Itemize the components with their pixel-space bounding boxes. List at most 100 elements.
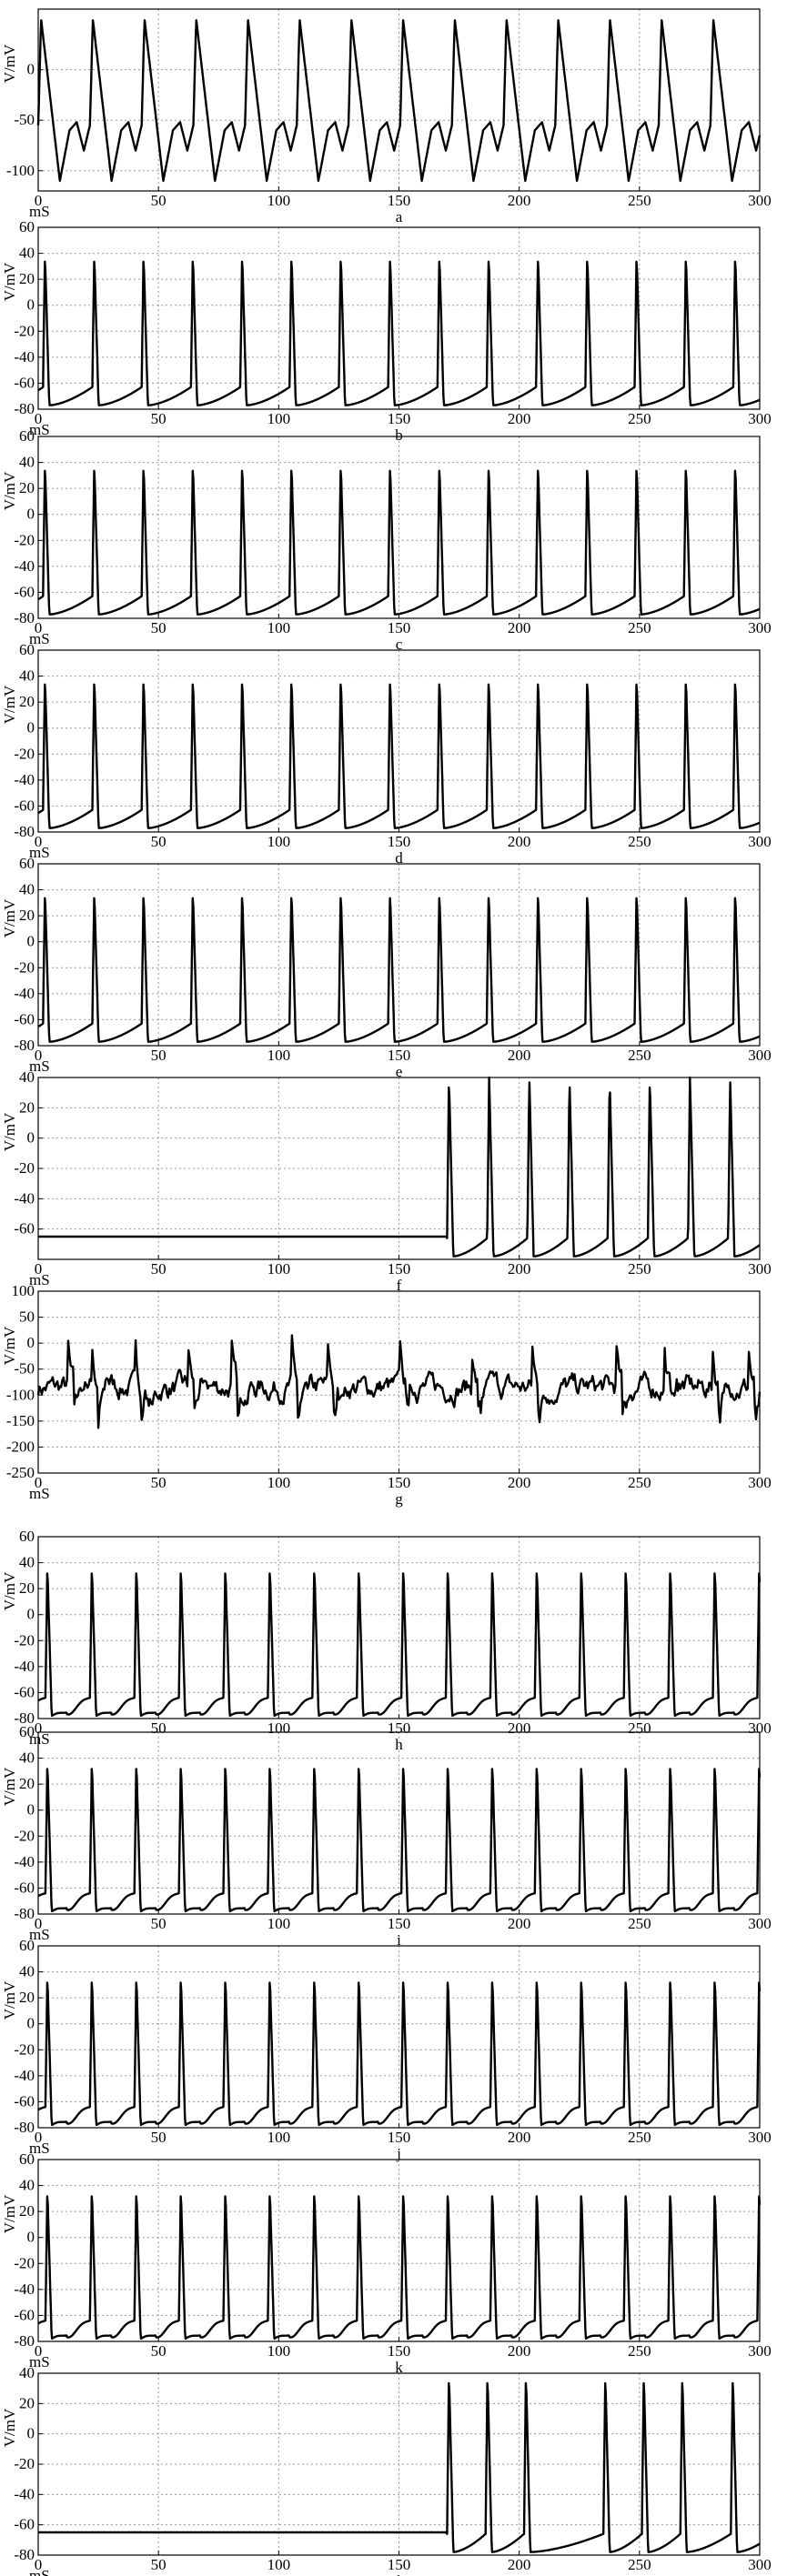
x-tick-label: 150: [388, 1719, 411, 1737]
x-axis-label: mS: [29, 1730, 50, 1748]
x-tick-label: 0: [35, 1915, 43, 1932]
x-tick-label: 200: [508, 1474, 531, 1491]
x-tick-label: 250: [628, 2129, 651, 2146]
y-tick-label: -200: [6, 1438, 35, 1455]
x-tick-label: 150: [388, 192, 411, 209]
panel-h: 0 50 100 150 200 250 300-80-60-40-200204060V/m…: [1, 1528, 772, 1753]
y-tick-label: 40: [19, 1749, 35, 1767]
y-axis-label: V/mV: [1, 1326, 18, 1365]
y-tick-label: 0: [27, 1334, 35, 1351]
y-tick-label: 0: [27, 506, 35, 523]
y-tick-label: -40: [14, 557, 35, 575]
x-tick-label: 250: [628, 1474, 651, 1491]
x-tick-label: 0: [35, 410, 43, 427]
y-axis-label: V/mV: [1, 1571, 18, 1610]
panel-label: c: [396, 636, 403, 653]
x-tick-label: 0: [35, 833, 43, 850]
x-tick-label: 300: [748, 2129, 772, 2146]
panel-l: 0 50 100 150 200 250 300 -80 -60 -40 -20 0 20 40 V/mV m…: [1, 2364, 772, 2576]
x-tick-label: 100: [267, 833, 291, 850]
x-axis-label: mS: [29, 2140, 50, 2157]
panel-b: 0 50 100 150 200 250 300 -80 -60 -40 -20 0 20 40 60 V/m…: [1, 218, 772, 444]
y-tick-label: -60: [14, 2516, 35, 2533]
y-tick-label: -60: [14, 2306, 35, 2323]
x-tick-label: 100: [267, 1719, 291, 1737]
panel-i: 0 50 100 150 200 250 300 -80 -60 -40 -20 0 20 40 60 V/m…: [1, 1723, 772, 1949]
panel-label: d: [395, 849, 403, 867]
y-tick-label: 0: [27, 719, 35, 737]
y-tick-label: 0: [27, 2015, 35, 2032]
panel-f: 0 50 100 150 200 250 300 -60 -40 -20 0 20 40 V/mV mS f: [1, 1068, 772, 1294]
x-tick-label: 300: [748, 833, 772, 850]
y-tick-label: 0: [27, 1129, 35, 1147]
y-axis-label: V/mV: [1, 471, 18, 510]
y-tick-label: -250: [6, 1464, 35, 1481]
x-tick-label: 150: [388, 619, 411, 636]
y-tick-label: 20: [19, 1579, 35, 1597]
x-tick-label: 300: [748, 619, 772, 636]
y-tick-label: 40: [19, 2177, 35, 2194]
y-tick-label: 40: [19, 245, 35, 262]
trace-j: [37, 1981, 762, 2127]
panel-label: l: [397, 2572, 401, 2576]
x-tick-label: 150: [388, 410, 411, 427]
x-axis-label: mS: [29, 2567, 50, 2576]
x-tick-label: 250: [628, 192, 651, 209]
panel-k: 0 50 100 150 200 250 300 -80 -60 -40 -20 0 20 40 60 V/m…: [1, 2150, 772, 2376]
y-tick-label: 60: [19, 427, 35, 445]
y-tick-label: -20: [14, 1159, 35, 1177]
y-tick-label: -60: [14, 1220, 35, 1238]
x-tick-label: 300: [748, 1047, 772, 1064]
panel-label: e: [396, 1063, 403, 1080]
x-tick-label: 50: [151, 1915, 166, 1932]
x-tick-label: 50: [151, 1474, 166, 1491]
x-tick-label: 250: [628, 1719, 651, 1737]
x-tick-label: 100: [267, 1047, 291, 1064]
trace-k: [37, 2195, 762, 2340]
x-axis-label: mS: [29, 1926, 50, 1943]
y-tick-label: -20: [14, 958, 35, 976]
y-tick-label: -80: [14, 609, 35, 626]
y-axis-label: V/mV: [1, 1112, 18, 1151]
x-tick-label: 100: [267, 619, 291, 636]
x-tick-label: 50: [151, 192, 166, 209]
y-axis-label: V/mV: [1, 2408, 18, 2447]
y-axis-label: V/mV: [1, 685, 18, 724]
panel-label: b: [395, 426, 403, 444]
y-tick-label: 50: [19, 1308, 35, 1326]
x-tick-label: 50: [151, 1047, 166, 1064]
x-tick-label: 100: [267, 1474, 291, 1491]
y-tick-label: -40: [14, 1189, 35, 1207]
y-tick-label: -40: [14, 2067, 35, 2084]
x-tick-label: 200: [508, 192, 531, 209]
panel-j: 0 50 100 150 200 250 300 -80 -60 -40 -20 0 20 40 60 V/m…: [1, 1937, 772, 2162]
x-tick-label: 0: [35, 1474, 43, 1491]
y-tick-label: 0: [27, 61, 35, 78]
x-tick-label: 300: [748, 1474, 772, 1491]
y-tick-label: 60: [19, 855, 35, 872]
x-tick-label: 50: [151, 1719, 166, 1737]
x-tick-label: 200: [508, 2129, 531, 2146]
y-tick-label: 40: [19, 1963, 35, 1980]
x-tick-label: 100: [267, 2556, 291, 2573]
x-tick-label: 50: [151, 410, 166, 427]
y-tick-label: 60: [19, 1528, 35, 1545]
x-tick-label: 0: [35, 2129, 43, 2146]
panel-c: 0 50 100 150 200 250 300 -80 -60 -40 -20 0 20 40 60 V/m…: [1, 427, 772, 653]
y-tick-label: -60: [14, 1010, 35, 1027]
y-tick-label: -50: [14, 1360, 35, 1378]
y-tick-label: -100: [6, 1386, 35, 1403]
x-tick-label: 200: [508, 1047, 531, 1064]
x-tick-label: 250: [628, 833, 651, 850]
x-tick-label: 0: [35, 192, 43, 209]
x-tick-label: 200: [508, 1915, 531, 1932]
y-tick-label: -20: [14, 745, 35, 762]
x-tick-label: 250: [628, 410, 651, 427]
y-tick-label: 60: [19, 2150, 35, 2168]
x-tick-label: 100: [267, 192, 291, 209]
y-tick-label: -20: [14, 1631, 35, 1649]
y-tick-label: 20: [19, 1098, 35, 1116]
x-tick-label: 200: [508, 2342, 531, 2360]
y-tick-label: 40: [19, 667, 35, 685]
x-tick-label: 0: [35, 2342, 43, 2360]
